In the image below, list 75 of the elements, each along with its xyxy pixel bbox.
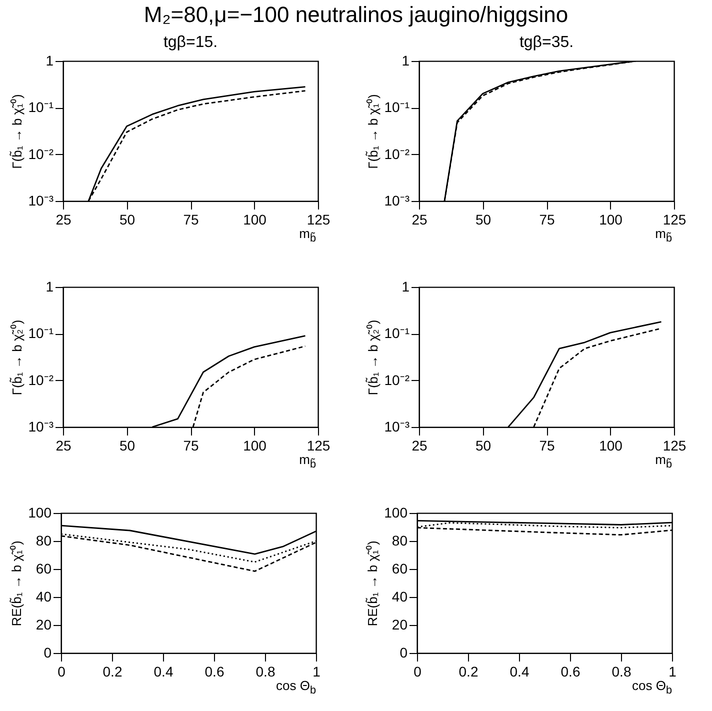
y-tick-label: 100 bbox=[28, 504, 52, 520]
x-tick-label: 0 bbox=[414, 664, 422, 680]
y-tick-label: 10⁻² bbox=[384, 146, 410, 162]
chart-title: M₂=80,μ=−100 neutralinos jaugino/higgsino bbox=[142, 1, 570, 29]
x-tick-label: 50 bbox=[119, 438, 136, 454]
x-tick-label: 50 bbox=[119, 212, 136, 228]
y-axis-title: RE(b̃₁ → b χ̃₁⁰) bbox=[364, 540, 380, 626]
y-tick-label: 10⁻² bbox=[28, 146, 54, 162]
x-axis-title: m$_{b̃}$ bbox=[655, 452, 672, 471]
x-tick-label: 0 bbox=[58, 664, 66, 680]
x-tick-label: 0.6 bbox=[204, 664, 224, 680]
y-tick-label: 10⁻¹ bbox=[28, 99, 54, 116]
y-tick-label: 100 bbox=[384, 504, 408, 520]
x-tick-label: 125 bbox=[662, 438, 686, 454]
x-tick-label: 125 bbox=[662, 212, 686, 228]
y-tick-label: 1 bbox=[46, 52, 54, 68]
y-tick-label: 1 bbox=[402, 52, 410, 68]
y-tick-label: 10⁻³ bbox=[384, 192, 410, 208]
y-tick-label: 10⁻² bbox=[28, 372, 54, 388]
x-tick-label: 100 bbox=[599, 438, 623, 454]
y-tick-label: 10⁻¹ bbox=[384, 325, 410, 342]
x-tick-label: 0.4 bbox=[154, 664, 174, 680]
x-tick-label: 0.4 bbox=[510, 664, 530, 680]
x-tick-label: 25 bbox=[56, 212, 72, 228]
x-tick-label: 100 bbox=[599, 212, 623, 228]
y-tick-label: 20 bbox=[36, 616, 52, 632]
y-tick-label: 10⁻² bbox=[384, 372, 410, 388]
x-tick-label: 25 bbox=[412, 212, 428, 228]
y-tick-label: 40 bbox=[392, 588, 408, 604]
y-axis-title: RE(b̃₁ → b χ̃₁⁰) bbox=[8, 540, 24, 626]
y-tick-label: 20 bbox=[392, 616, 408, 632]
x-tick-label: 50 bbox=[475, 212, 492, 228]
y-axis-title: Γ(b̃₁ → b χ̃₁⁰) bbox=[365, 94, 380, 169]
x-tick-label: 25 bbox=[412, 438, 428, 454]
x-tick-label: 75 bbox=[183, 212, 199, 228]
y-tick-label: 1 bbox=[46, 278, 54, 294]
y-tick-label: 80 bbox=[36, 532, 52, 548]
x-axis-title: m$_{b̃}$ bbox=[299, 452, 316, 471]
x-axis-title: cos Θ$_{b}$ bbox=[276, 678, 316, 697]
chart-subtitle: tgβ=35. bbox=[519, 34, 574, 51]
y-tick-label: 0 bbox=[44, 644, 52, 660]
x-tick-label: 100 bbox=[243, 438, 267, 454]
x-tick-label: 1 bbox=[312, 664, 321, 680]
x-axis-title: cos Θ$_{b}$ bbox=[632, 678, 672, 697]
x-axis-title: m$_{b̃}$ bbox=[655, 226, 672, 245]
x-tick-label: 75 bbox=[539, 212, 555, 228]
x-tick-label: 75 bbox=[539, 438, 555, 454]
y-tick-label: 40 bbox=[36, 588, 52, 604]
y-tick-label: 0 bbox=[400, 644, 408, 660]
x-tick-label: 100 bbox=[243, 212, 267, 228]
x-tick-label: 0.2 bbox=[458, 664, 478, 680]
chart-subtitle: tgβ=15. bbox=[163, 34, 218, 51]
y-axis-title: Γ(b̃₁ → b χ̃₂⁰) bbox=[9, 320, 24, 396]
x-tick-label: 125 bbox=[306, 438, 330, 454]
x-tick-label: 75 bbox=[183, 438, 199, 454]
y-tick-label: 60 bbox=[36, 560, 52, 576]
x-axis-title: m$_{b̃}$ bbox=[299, 226, 316, 245]
y-tick-label: 1 bbox=[402, 278, 410, 294]
y-axis-title: Γ(b̃₁ → b χ̃₁⁰) bbox=[9, 94, 24, 169]
x-tick-label: 125 bbox=[306, 212, 330, 228]
y-tick-label: 10⁻¹ bbox=[384, 99, 410, 116]
x-tick-label: 1 bbox=[668, 664, 677, 680]
y-tick-label: 10⁻³ bbox=[384, 418, 410, 434]
x-tick-label: 0.6 bbox=[560, 664, 580, 680]
x-tick-label: 0.8 bbox=[612, 664, 632, 680]
y-tick-label: 80 bbox=[392, 532, 408, 548]
x-tick-label: 0.8 bbox=[256, 664, 276, 680]
y-tick-label: 60 bbox=[392, 560, 408, 576]
y-tick-label: 10⁻³ bbox=[28, 418, 54, 434]
x-tick-label: 25 bbox=[56, 438, 72, 454]
y-axis-title: Γ(b̃₁ → b χ̃₂⁰) bbox=[365, 320, 380, 396]
y-tick-label: 10⁻¹ bbox=[28, 325, 54, 342]
x-tick-label: 50 bbox=[475, 438, 492, 454]
y-tick-label: 10⁻³ bbox=[28, 192, 54, 208]
x-tick-label: 0.2 bbox=[102, 664, 122, 680]
